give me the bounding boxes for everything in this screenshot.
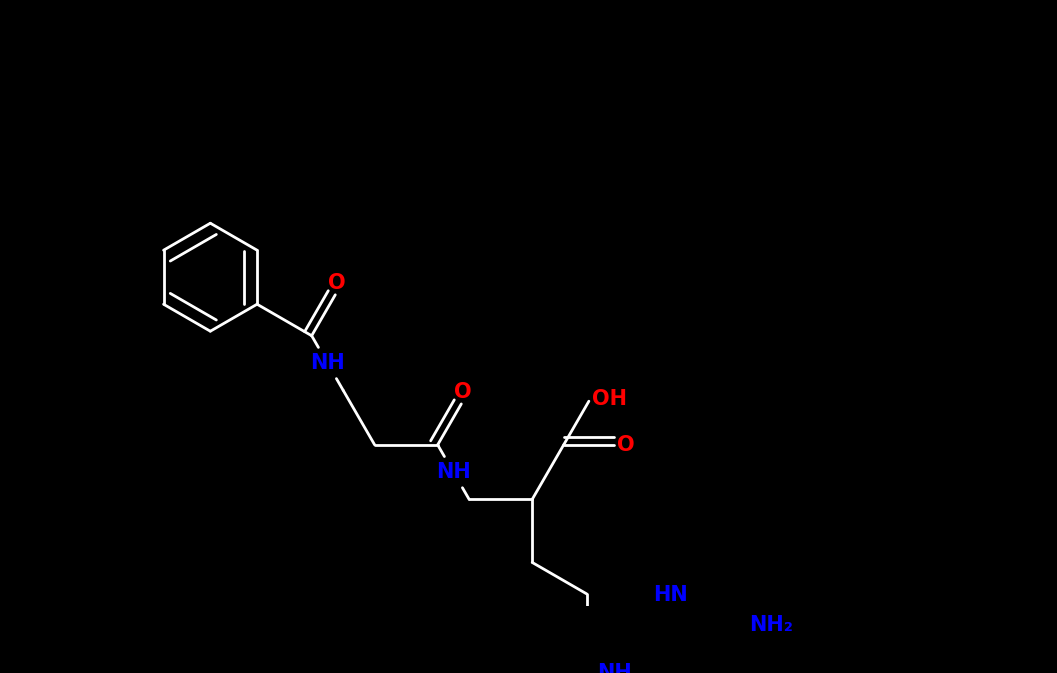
Text: NH: NH (596, 663, 631, 673)
Text: NH: NH (437, 462, 470, 482)
Text: O: O (617, 435, 634, 455)
Text: NH: NH (310, 353, 345, 373)
Text: O: O (455, 382, 471, 402)
Text: O: O (329, 273, 346, 293)
Text: NH₂: NH₂ (749, 614, 793, 635)
Text: OH: OH (592, 390, 627, 409)
Text: HN: HN (653, 585, 688, 605)
